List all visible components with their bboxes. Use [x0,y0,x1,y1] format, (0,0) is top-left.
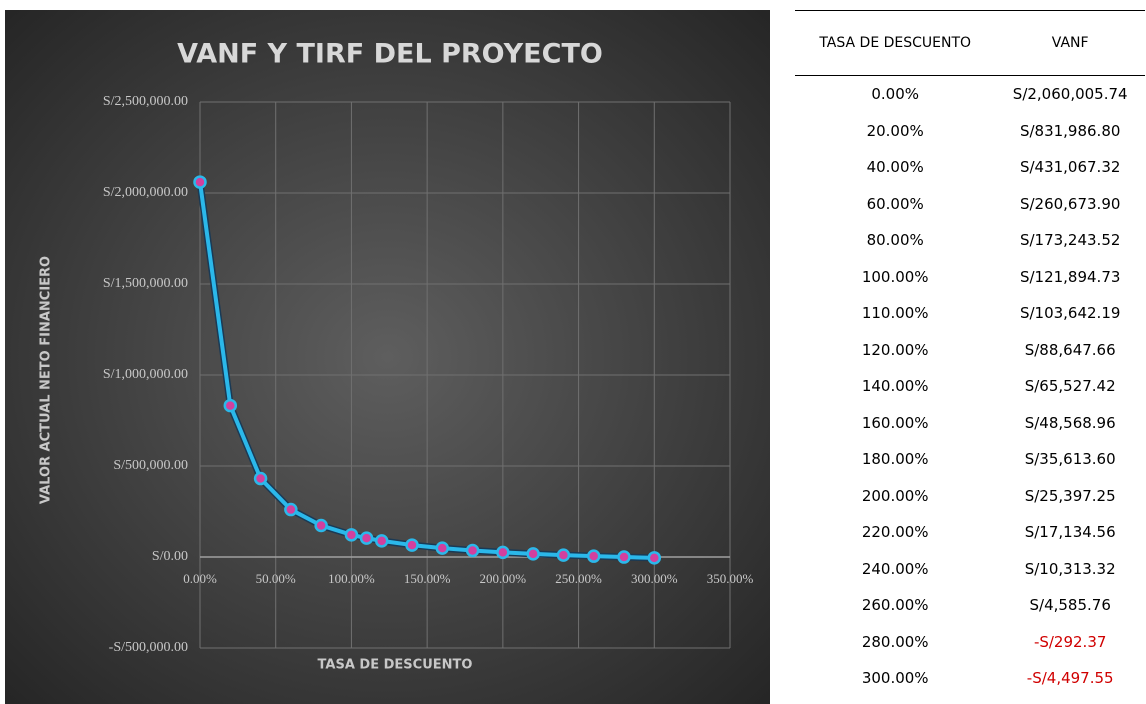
table-cell: -S/292.37 [1033,632,1107,651]
table-cell: 80.00% [866,231,924,250]
table-cell: S/431,067.32 [1019,158,1121,177]
data-point [223,398,238,413]
table-row: 110.00% S/103,642.19 [795,295,1145,332]
y-tick-label: S/2,000,000.00 [103,185,188,200]
table-cell: S/88,647.66 [1024,340,1116,359]
table-row: 180.00% S/35,613.60 [795,441,1145,478]
table-cell: 40.00% [866,158,924,177]
table-cell: S/4,585.76 [1029,596,1111,615]
table-cell: S/25,397.25 [1024,486,1116,505]
table-cell: 100.00% [861,267,929,286]
x-tick-label: 100.00% [328,571,375,586]
table-row: 60.00% S/260,673.90 [795,186,1145,223]
data-point [496,545,510,560]
table-cell: 60.00% [866,194,924,213]
x-tick-label: 0.00% [183,571,217,586]
data-point [314,518,328,533]
table-cell: 300.00% [861,669,929,688]
x-tick-label: 300.00% [631,571,678,586]
table-row: 260.00% S/4,585.76 [795,587,1145,624]
table-cell: -S/4,497.55 [1026,669,1114,688]
table-row: 280.00% -S/292.37 [795,624,1145,661]
table-cell: 200.00% [861,486,929,505]
data-point [617,550,631,564]
table-cell: S/10,313.32 [1024,559,1116,578]
x-tick-label: 200.00% [480,571,527,586]
table-row: 160.00% S/48,568.96 [795,405,1145,442]
data-point [465,543,480,558]
table-row: 220.00% S/17,134.56 [795,514,1145,551]
y-tick-label: S/2,500,000.00 [103,94,188,109]
table-row: 80.00% S/173,243.52 [795,222,1145,259]
table-row: 140.00% S/65,527.42 [795,368,1145,405]
table-cell: S/48,568.96 [1024,413,1116,432]
y-tick-label: S/500,000.00 [113,458,188,473]
x-tick-label: 250.00% [555,571,602,586]
header-row: TASA DE DESCUENTO VANF [795,10,1145,76]
table-cell: 240.00% [861,559,929,578]
y-tick-label: S/0.00 [152,549,188,564]
data-point [526,547,540,561]
x-tick-label: 150.00% [404,571,451,586]
table-cell: 280.00% [861,632,929,651]
data-point [284,502,298,517]
table-row: 100.00% S/121,894.73 [795,259,1145,296]
table-cell: 160.00% [861,413,929,432]
x-tick-label: 350.00% [707,571,754,586]
table-cell: S/17,134.56 [1024,523,1116,542]
y-tick-label: S/1,500,000.00 [103,276,188,291]
data-point [405,538,419,552]
table-cell: S/35,613.60 [1024,450,1116,469]
y-tick-label: S/1,000,000.00 [103,367,188,382]
table-cell: 220.00% [861,523,929,542]
table-cell: S/173,243.52 [1019,231,1121,250]
y-tick-label: -S/500,000.00 [109,640,188,655]
table-cell: S/121,894.73 [1019,267,1121,286]
table-row: 300.00% -S/4,497.55 [795,660,1145,697]
table-row: 40.00% S/431,067.32 [795,149,1145,186]
table-cell: 110.00% [861,304,929,323]
data-point [556,548,571,562]
chart-title: VANF Y TIRF DEL PROYECTO [177,39,603,70]
data-point [374,534,389,548]
table-row: 20.00% S/831,986.80 [795,113,1145,150]
table-cell: S/103,642.19 [1019,304,1121,323]
table-cell: 0.00% [871,85,920,104]
table-cell: 140.00% [861,377,929,396]
table-row: 120.00% S/88,647.66 [795,332,1145,369]
table-cell: 120.00% [861,340,929,359]
y-axis-label: VALOR ACTUAL NETO FINANCIERO [39,256,54,504]
table-cell: S/2,060,005.74 [1012,85,1128,104]
header-cell: TASA DE DESCUENTO [795,10,996,76]
data-point [359,531,374,545]
data-point [435,541,450,555]
table-cell: S/65,527.42 [1024,377,1116,396]
chart: VANF Y TIRF DEL PROYECTO TASA DE DESCUEN… [5,10,770,704]
table-row: 0.00% S/2,060,005.74 [795,76,1145,113]
data-point [586,549,601,563]
table-cell: S/831,986.80 [1019,121,1121,140]
data-table: TASA DE DESCUENTO VANF 0.00% S/2,060,005.74… [795,10,1145,697]
x-axis-label: TASA DE DESCUENTO [318,658,473,673]
table-row: 200.00% S/25,397.25 [795,478,1145,515]
table-cell: S/260,673.90 [1019,194,1121,213]
header-cell: VANF [995,10,1145,76]
chart-background [5,10,770,704]
table-cell: 20.00% [866,121,924,140]
data-point [193,175,207,189]
data-point [647,551,662,565]
table-row: 240.00% S/10,313.32 [795,551,1145,588]
x-tick-label: 50.00% [256,571,296,586]
table-cell: 260.00% [861,596,929,615]
data-point [344,528,359,542]
data-point [253,471,268,486]
table-cell: 180.00% [861,450,929,469]
